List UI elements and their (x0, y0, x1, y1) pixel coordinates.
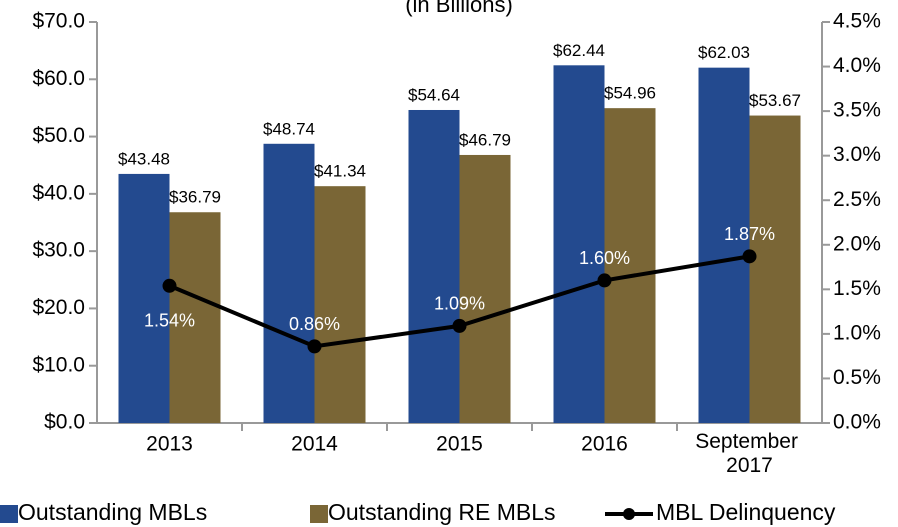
bar-value-label: $43.48 (118, 149, 170, 168)
line-value-label: 1.60% (579, 248, 630, 268)
y-tick-label: $70.0 (32, 10, 85, 33)
bar (314, 186, 366, 423)
legend-label: Outstanding MBLs (18, 499, 207, 525)
bar (698, 67, 750, 424)
line-marker (597, 273, 612, 288)
y-tick-label: $30.0 (32, 239, 85, 262)
y2-tick-label: 3.5% (833, 99, 881, 122)
bar-value-label: $53.67 (749, 91, 801, 110)
y2-tick-label: 2.5% (833, 188, 881, 211)
legend-swatch (310, 505, 328, 523)
bar-value-label: $46.79 (459, 130, 511, 149)
bar (604, 108, 656, 423)
x-tick-label: 2014 (291, 433, 338, 456)
y-tick-label: $60.0 (32, 67, 85, 90)
y2-tick-label: 0.0% (833, 411, 881, 434)
y2-tick-label: 0.5% (833, 366, 881, 389)
x-tick-label: September 2017 (695, 430, 804, 477)
y-tick-label: $10.0 (32, 353, 85, 376)
bar-value-label: $54.64 (408, 85, 460, 104)
legend-swatch (0, 505, 18, 523)
y2-tick-label: 1.5% (833, 277, 881, 300)
bar-value-label: $62.44 (553, 41, 605, 60)
x-tick-label: 2016 (581, 433, 628, 456)
bar (169, 212, 221, 423)
y-tick-label: $0.0 (44, 411, 85, 434)
y-tick-label: $40.0 (32, 181, 85, 204)
x-tick-label: 2013 (146, 433, 193, 456)
bar (263, 143, 315, 423)
legend-marker (623, 508, 635, 520)
y-tick-label: $20.0 (32, 296, 85, 319)
bar-value-label: $41.34 (314, 162, 366, 181)
bar (118, 173, 170, 423)
bar-value-label: $36.79 (169, 188, 221, 207)
line-value-label: 1.54% (144, 311, 195, 331)
line-marker (307, 339, 322, 354)
chart-title: (in Billions) (405, 0, 513, 17)
line-marker (162, 278, 177, 293)
y-tick-label: $50.0 (32, 124, 85, 147)
line-marker (452, 318, 467, 333)
y2-tick-label: 4.0% (833, 54, 881, 77)
bar-value-label: $62.03 (698, 43, 750, 62)
y2-tick-label: 3.0% (833, 143, 881, 166)
x-tick-label: 2015 (436, 433, 483, 456)
y2-tick-label: 4.5% (833, 10, 881, 33)
line-marker (742, 249, 757, 264)
bar-value-label: $54.96 (604, 84, 656, 103)
bar-value-label: $48.74 (263, 119, 315, 138)
line-value-label: 1.09% (434, 294, 485, 314)
legend-label: MBL Delinquency (656, 499, 836, 525)
y2-tick-label: 1.0% (833, 321, 881, 344)
line-value-label: 1.87% (724, 224, 775, 244)
legend-label: Outstanding RE MBLs (328, 499, 556, 525)
bar (553, 65, 605, 424)
bar (459, 154, 511, 423)
line-value-label: 0.86% (289, 314, 340, 334)
bar (408, 109, 460, 424)
y2-tick-label: 2.0% (833, 232, 881, 255)
bar (749, 115, 801, 423)
